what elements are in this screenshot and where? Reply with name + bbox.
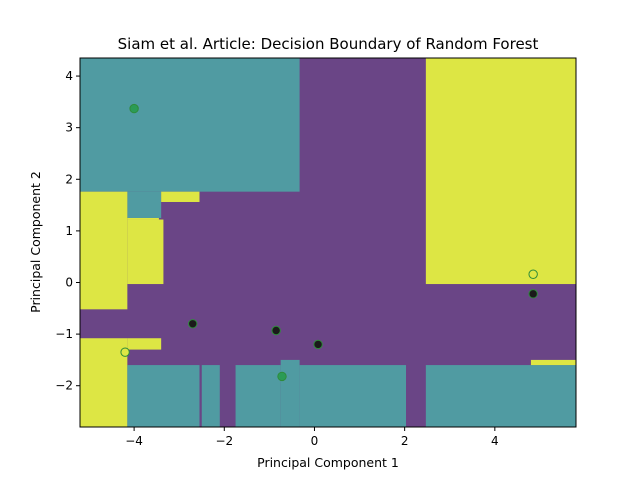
decision-region-class-1 [80, 58, 300, 192]
y-tick-label: 2 [65, 172, 73, 186]
x-tick-label: 2 [401, 434, 409, 448]
decision-region-class-2 [80, 338, 128, 427]
y-tick-label: 0 [65, 275, 73, 289]
x-axis-ticks: −4 −2 0 2 4 [125, 427, 499, 448]
y-axis-label: Principal Component 2 [28, 171, 43, 313]
chart-title: Siam et al. Article: Decision Boundary o… [118, 35, 539, 53]
y-tick-label: 1 [65, 224, 73, 238]
decision-region-class-1 [127, 191, 162, 218]
data-point-class-2 [120, 347, 130, 357]
x-tick-label: −4 [125, 434, 143, 448]
decision-regions [80, 58, 576, 427]
data-point-class-0 [188, 319, 198, 329]
x-tick-label: 4 [491, 434, 499, 448]
decision-region-class-1 [127, 365, 200, 427]
decision-region-class-1 [299, 365, 407, 427]
data-points [120, 103, 538, 382]
data-point-class-0 [271, 325, 281, 336]
y-axis-ticks: −2 −1 0 1 2 3 4 [55, 69, 80, 393]
decision-region-class-2 [425, 58, 576, 285]
x-axis-label: Principal Component 1 [257, 455, 399, 470]
decision-region-class-2 [530, 359, 576, 366]
decision-region-class-1 [425, 365, 576, 427]
data-point-class-2 [528, 269, 538, 279]
decision-region-class-1 [280, 359, 300, 427]
decision-region-class-1 [201, 365, 220, 427]
decision-region-class-2 [80, 191, 128, 310]
x-tick-label: 0 [311, 434, 319, 448]
decision-region-class-2 [127, 219, 164, 285]
data-point-class-0 [313, 339, 323, 350]
y-tick-label: 3 [65, 121, 73, 135]
y-tick-label: 4 [65, 69, 73, 83]
data-point-class-1 [129, 103, 139, 114]
y-tick-label: −2 [55, 379, 73, 393]
decision-region-class-2 [161, 191, 200, 202]
x-tick-label: −2 [215, 434, 233, 448]
decision-region-class-2 [127, 217, 159, 220]
plot-frame [79, 57, 577, 428]
y-tick-label: −1 [55, 327, 73, 341]
data-point-class-1 [277, 371, 287, 382]
decision-region-class-1 [235, 365, 281, 427]
data-point-class-0 [528, 289, 538, 299]
decision-region-class-2 [127, 338, 162, 350]
